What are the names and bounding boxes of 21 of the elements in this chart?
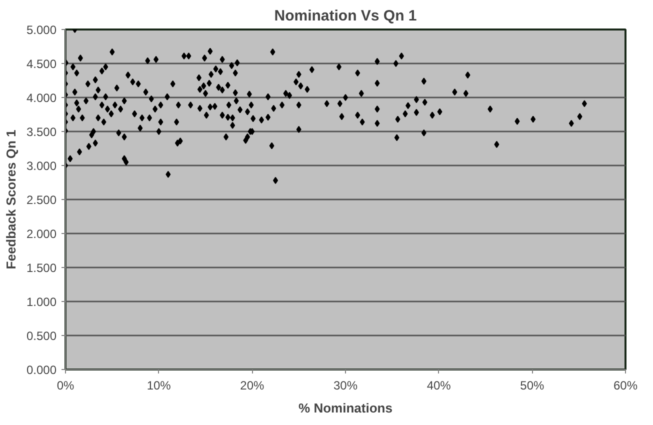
x-tick-label: 20% (240, 378, 265, 392)
y-tick-label: 1.000 (26, 295, 57, 309)
y-tick-label: 4.000 (26, 91, 57, 105)
y-tick-label: 3.500 (26, 125, 57, 139)
y-tick-label: 1.500 (26, 261, 57, 275)
y-tick-label: 2.000 (26, 227, 57, 241)
x-tick-label: 60% (613, 378, 638, 392)
x-tick-label: 0% (56, 378, 74, 392)
x-tick-label: 50% (520, 378, 545, 392)
x-axis-title: % Nominations (298, 400, 392, 416)
y-tick-label: 0.000 (26, 363, 57, 377)
y-tick-label: 0.500 (26, 329, 57, 343)
y-tick-label: 4.500 (26, 57, 57, 71)
chart-title: Nomination Vs Qn 1 (274, 8, 417, 24)
x-tick-label: 30% (333, 378, 358, 392)
y-tick-label: 2.500 (26, 193, 57, 207)
y-tick-label: 3.000 (26, 159, 57, 173)
x-tick-label: 40% (426, 378, 452, 392)
x-tick-label: 10% (146, 378, 172, 392)
y-axis-title: Feedback Scores Qn 1 (3, 130, 18, 270)
y-tick-label: 5.000 (26, 23, 57, 37)
